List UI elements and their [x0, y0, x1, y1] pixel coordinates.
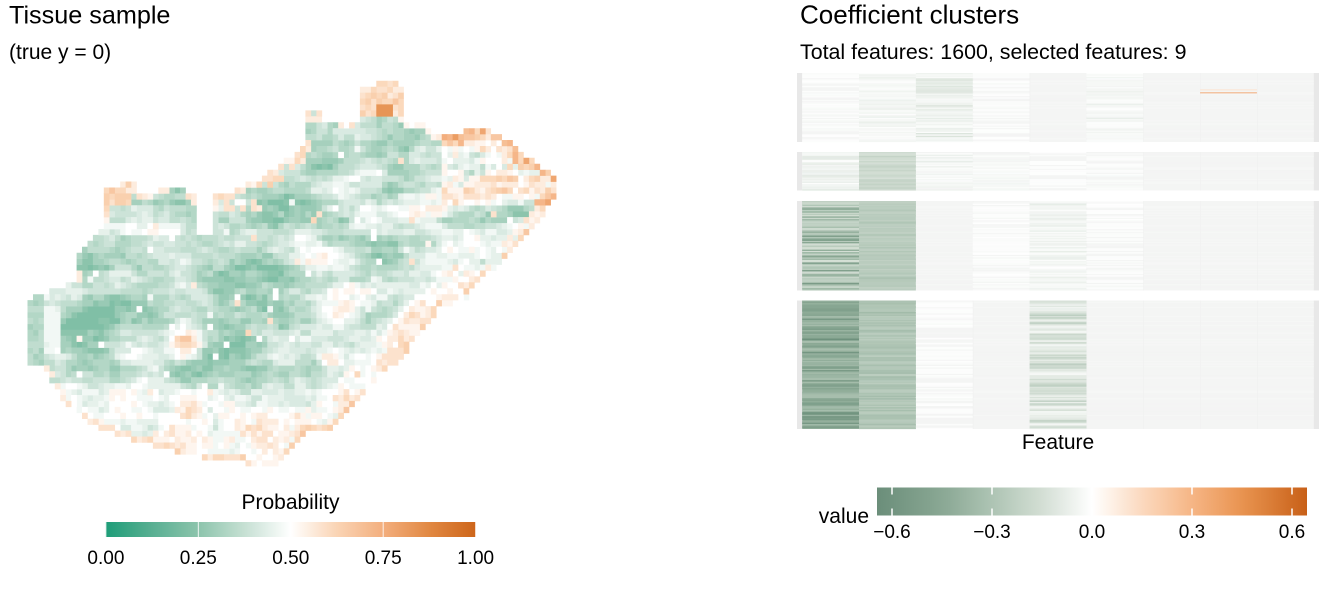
svg-text:value: value: [819, 505, 869, 528]
svg-text:−0.3: −0.3: [973, 522, 1011, 543]
svg-text:−0.6: −0.6: [873, 522, 911, 543]
svg-text:1.00: 1.00: [457, 548, 494, 569]
svg-text:0.00: 0.00: [87, 548, 124, 569]
svg-text:Coefficient clusters: Coefficient clusters: [800, 0, 1019, 30]
svg-text:Feature: Feature: [1022, 431, 1094, 454]
svg-text:0.0: 0.0: [1079, 522, 1105, 543]
svg-text:Total features: 1600, selected: Total features: 1600, selected features:…: [800, 40, 1186, 64]
svg-text:Probability: Probability: [241, 491, 340, 514]
svg-text:0.75: 0.75: [365, 548, 402, 569]
svg-text:Tissue sample: Tissue sample: [9, 2, 170, 30]
svg-text:0.50: 0.50: [272, 548, 309, 569]
svg-text:0.6: 0.6: [1279, 522, 1305, 543]
svg-text:0.25: 0.25: [180, 548, 217, 569]
svg-text:0.3: 0.3: [1179, 522, 1205, 543]
svg-text:(true y = 0): (true y = 0): [9, 41, 111, 64]
